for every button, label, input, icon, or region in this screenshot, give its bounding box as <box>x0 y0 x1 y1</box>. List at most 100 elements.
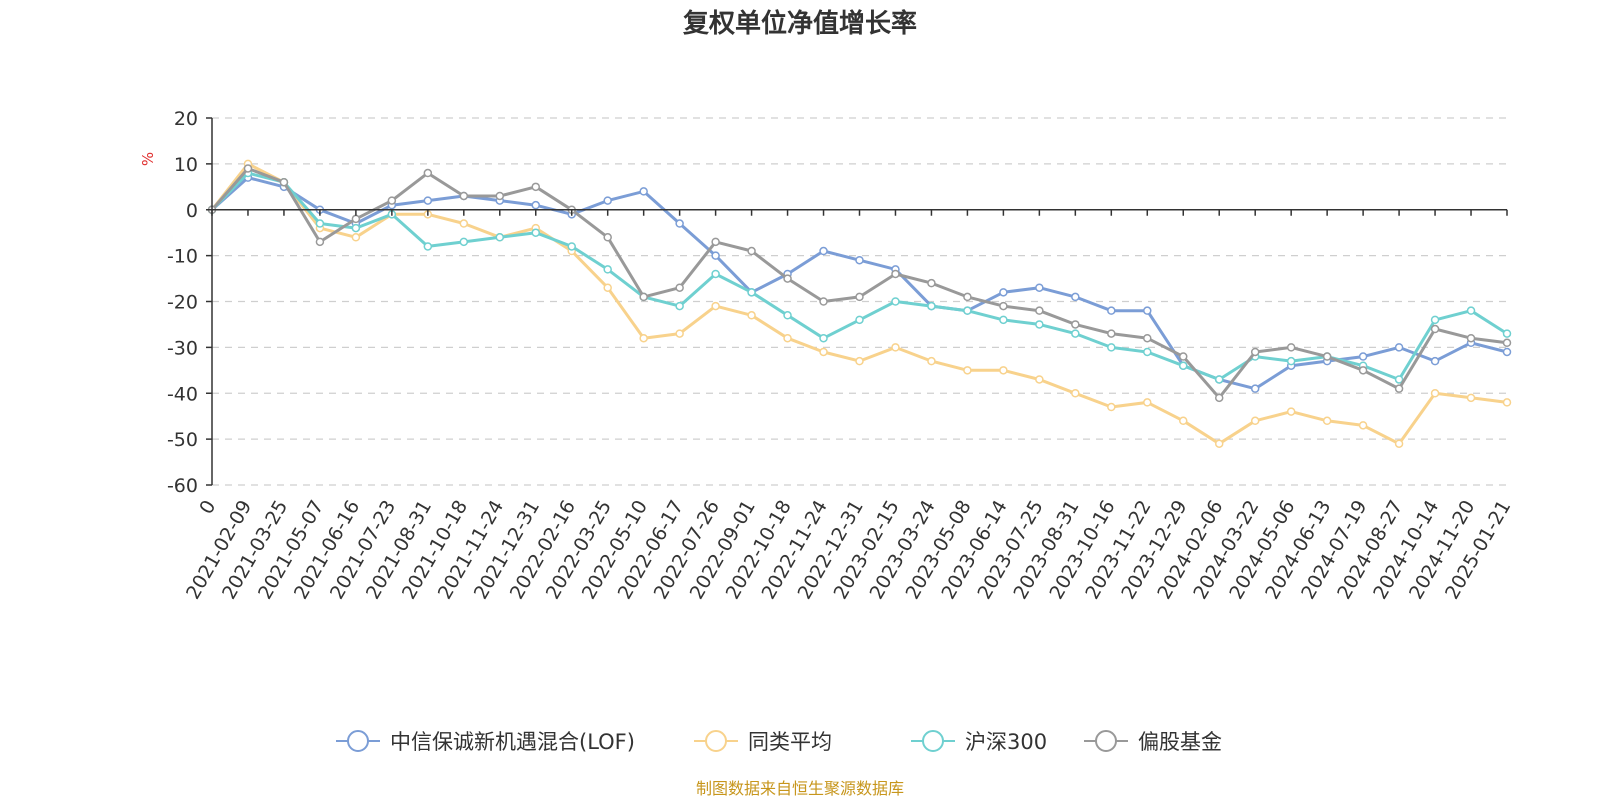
data-point <box>1502 338 1512 348</box>
data-point <box>891 343 900 352</box>
data-point <box>495 233 505 242</box>
data-point <box>999 288 1008 297</box>
y-tick-label: 0 <box>186 200 198 222</box>
data-point <box>1466 333 1476 343</box>
data-point <box>999 301 1008 311</box>
legend-item-1[interactable]: 同类平均 <box>694 730 832 754</box>
data-point <box>927 301 936 311</box>
data-point <box>783 274 792 283</box>
data-point <box>711 237 720 247</box>
data-point <box>1143 398 1152 407</box>
data-point <box>351 214 361 224</box>
y-tick-label: -40 <box>167 383 198 405</box>
data-point <box>1430 324 1440 334</box>
data-point <box>891 269 900 279</box>
data-point <box>1250 384 1260 393</box>
data-point <box>1322 352 1332 361</box>
data-point <box>1071 329 1080 338</box>
data-point <box>999 315 1008 325</box>
data-point <box>1143 347 1152 357</box>
legend-item-2[interactable]: 沪深300 <box>911 730 1047 754</box>
series-line-1 <box>210 162 1509 446</box>
data-point <box>711 269 720 279</box>
legend-label: 沪深300 <box>965 730 1047 754</box>
data-point <box>1250 347 1260 357</box>
data-point <box>495 191 505 201</box>
data-point <box>855 292 864 302</box>
data-point <box>1466 393 1476 403</box>
data-point <box>1035 320 1044 329</box>
data-point <box>423 196 433 205</box>
legend-marker <box>347 730 369 752</box>
data-point <box>1394 343 1404 352</box>
data-point <box>819 297 828 306</box>
legend-marker <box>1095 730 1117 752</box>
data-point <box>531 228 540 237</box>
data-point <box>639 187 648 196</box>
data-point <box>1143 333 1152 343</box>
data-point <box>1071 389 1080 398</box>
data-point <box>675 329 684 338</box>
data-point <box>567 242 576 251</box>
x-tick-label: 0 <box>195 497 220 518</box>
data-point <box>1358 421 1368 430</box>
data-point <box>603 196 612 205</box>
data-point <box>1430 389 1440 398</box>
y-tick-label: -10 <box>167 246 198 268</box>
data-point <box>639 333 648 343</box>
data-point <box>747 288 756 297</box>
data-point <box>1250 416 1260 426</box>
data-point <box>315 237 325 247</box>
data-point <box>747 311 756 320</box>
data-point <box>927 278 936 288</box>
data-point <box>1502 347 1512 357</box>
legend-item-3[interactable]: 偏股基金 <box>1084 730 1222 754</box>
legend-item-0[interactable]: 中信保诚新机遇混合(LOF) <box>336 730 635 754</box>
data-point <box>459 191 469 201</box>
data-point <box>711 301 720 311</box>
legend-marker <box>922 730 944 752</box>
y-axis-unit-label: % <box>139 152 157 166</box>
data-point <box>315 219 325 228</box>
data-point <box>675 219 684 228</box>
data-point <box>1394 384 1404 393</box>
data-point <box>819 333 828 343</box>
data-point <box>351 223 361 233</box>
data-point <box>1143 306 1152 315</box>
data-point <box>243 164 253 173</box>
data-point <box>1430 356 1440 366</box>
legend: 中信保诚新机遇混合(LOF) 同类平均 沪深300 偏股基金 <box>336 730 1222 754</box>
data-point <box>1286 356 1296 366</box>
data-point <box>603 265 612 274</box>
data-point <box>279 177 289 187</box>
data-point <box>531 200 540 210</box>
data-point <box>1035 283 1044 292</box>
data-point <box>675 283 684 292</box>
legend-label: 偏股基金 <box>1138 730 1222 754</box>
grid-lines <box>212 117 1507 486</box>
data-point <box>459 237 469 247</box>
data-point <box>387 196 397 205</box>
data-point <box>819 347 828 357</box>
data-point <box>711 251 720 260</box>
data-point <box>1502 398 1512 407</box>
data-point <box>1358 352 1368 361</box>
data-point <box>1286 407 1296 416</box>
data-point <box>855 255 864 265</box>
data-point <box>963 306 972 315</box>
y-tick-label: -60 <box>167 475 198 497</box>
data-point <box>459 219 469 228</box>
chart-title: 复权单位净值增长率 <box>683 8 917 39</box>
data-point <box>1430 315 1440 325</box>
data-point <box>855 315 864 325</box>
data-point <box>1214 393 1224 403</box>
y-tick-label: -20 <box>167 292 198 314</box>
data-point <box>639 292 648 302</box>
data-point <box>1071 292 1080 302</box>
legend-label: 同类平均 <box>748 730 832 754</box>
y-tick-label: -50 <box>167 429 198 451</box>
data-point <box>1358 366 1368 375</box>
legend-label: 中信保诚新机遇混合(LOF) <box>390 730 635 754</box>
data-point <box>927 356 936 366</box>
